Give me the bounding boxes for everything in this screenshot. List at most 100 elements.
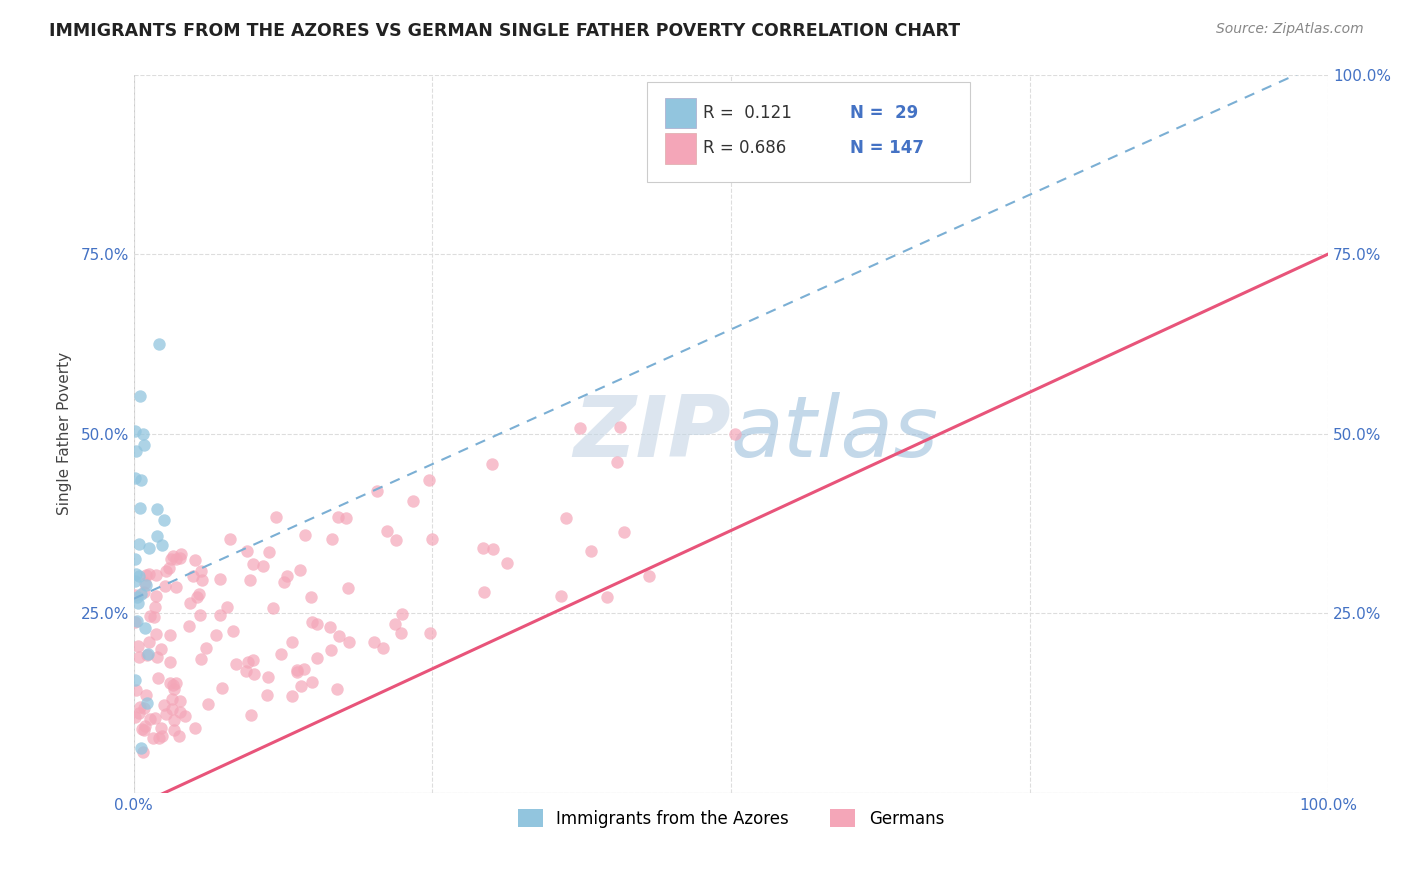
Point [209, 572, 232, 586]
Point [150, 721, 173, 735]
Point [138, 635, 160, 649]
Point [148, 731, 170, 745]
Point [159, 676, 181, 690]
Point [184, 553, 207, 567]
Y-axis label: Single Father Poverty: Single Father Poverty [58, 352, 72, 516]
Point [595, 591, 617, 605]
Point [385, 533, 408, 548]
Point [281, 689, 304, 703]
Point [301, 674, 323, 689]
Point [125, 567, 148, 582]
Point [135, 688, 157, 702]
Legend: Immigrants from the Azores, Germans: Immigrants from the Azores, Germans [510, 803, 950, 835]
Text: Source: ZipAtlas.com: Source: ZipAtlas.com [1216, 22, 1364, 37]
Point [184, 721, 207, 735]
Point [169, 551, 191, 566]
Point [145, 502, 167, 516]
Point [129, 500, 152, 515]
Point [128, 650, 150, 665]
Point [125, 615, 148, 629]
Point [319, 620, 342, 634]
Point [190, 651, 212, 665]
Point [124, 425, 146, 439]
Point [294, 528, 316, 542]
Point [321, 533, 343, 547]
Point [146, 649, 169, 664]
FancyBboxPatch shape [647, 82, 970, 182]
Point [145, 627, 167, 641]
Point [384, 616, 406, 631]
Point [157, 561, 180, 575]
Point [134, 575, 156, 590]
Point [162, 549, 184, 564]
Point [217, 599, 239, 614]
Point [471, 541, 494, 555]
Point [328, 509, 350, 524]
Point [143, 599, 166, 614]
Point [132, 584, 155, 599]
Point [724, 426, 747, 441]
Point [128, 569, 150, 583]
Text: R = 0.686: R = 0.686 [703, 139, 787, 158]
Point [149, 642, 172, 657]
Point [124, 615, 146, 629]
Point [236, 543, 259, 558]
Point [136, 647, 159, 661]
Point [581, 544, 603, 558]
Point [256, 688, 278, 702]
Point [609, 420, 631, 434]
Point [550, 590, 572, 604]
Point [366, 484, 388, 499]
Point [420, 533, 443, 547]
Point [163, 682, 186, 697]
Point [145, 567, 167, 582]
Point [131, 722, 153, 736]
Point [173, 709, 195, 723]
Point [606, 455, 628, 469]
Point [194, 641, 217, 656]
Point [252, 558, 274, 573]
Point [391, 607, 413, 621]
Point [209, 608, 232, 623]
Point [170, 547, 193, 561]
Point [124, 574, 146, 588]
Point [125, 590, 148, 604]
Point [163, 713, 186, 727]
Point [146, 671, 169, 685]
Point [124, 673, 146, 687]
Point [134, 621, 156, 635]
Point [162, 678, 184, 692]
Point [363, 635, 385, 649]
Point [138, 541, 160, 555]
Point [276, 569, 298, 583]
Point [128, 536, 150, 550]
Point [186, 591, 208, 605]
Point [128, 706, 150, 720]
Point [242, 653, 264, 667]
Point [305, 650, 328, 665]
FancyBboxPatch shape [665, 97, 696, 128]
Point [152, 513, 174, 527]
Point [136, 648, 159, 662]
Point [328, 629, 350, 643]
Point [159, 551, 181, 566]
Point [288, 563, 311, 577]
Text: atlas: atlas [731, 392, 939, 475]
Point [169, 694, 191, 708]
Point [481, 457, 503, 471]
Point [554, 511, 576, 525]
Point [134, 719, 156, 733]
Text: ZIP: ZIP [574, 392, 731, 475]
Point [482, 541, 505, 556]
Point [183, 568, 205, 582]
Point [257, 670, 280, 684]
Point [259, 545, 281, 559]
Point [301, 615, 323, 629]
Point [496, 557, 519, 571]
Point [143, 710, 166, 724]
Point [145, 529, 167, 543]
Point [163, 723, 186, 737]
Point [127, 596, 149, 610]
Point [281, 635, 304, 649]
Point [132, 745, 155, 759]
